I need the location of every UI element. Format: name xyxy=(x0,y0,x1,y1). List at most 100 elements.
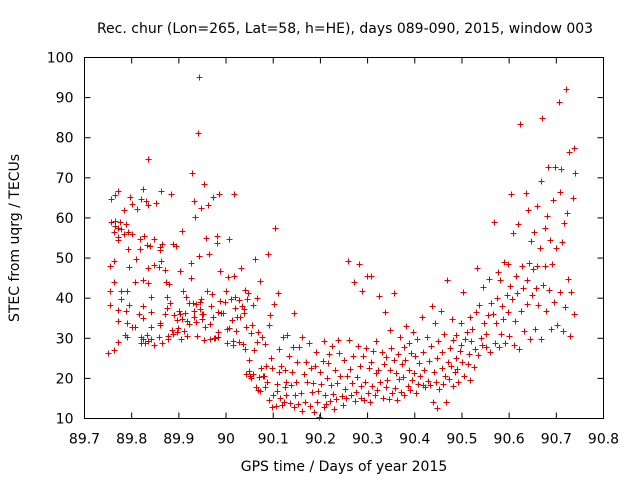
data-point xyxy=(400,374,407,381)
data-point xyxy=(158,258,165,265)
data-point xyxy=(210,194,217,201)
data-point xyxy=(169,327,176,334)
data-point xyxy=(468,338,475,345)
x-tick-label: 90.6 xyxy=(494,432,525,448)
data-point xyxy=(151,262,158,269)
data-point xyxy=(401,344,408,351)
data-point xyxy=(121,231,128,238)
data-point xyxy=(290,344,297,351)
data-point xyxy=(448,363,455,370)
data-point xyxy=(481,320,488,327)
data-point xyxy=(171,312,178,319)
data-point xyxy=(515,221,522,228)
data-point xyxy=(272,225,279,232)
data-point xyxy=(133,256,140,263)
data-point xyxy=(210,314,217,321)
data-point xyxy=(226,236,233,243)
data-point xyxy=(557,289,564,296)
data-point xyxy=(107,302,114,309)
data-point xyxy=(572,170,579,177)
data-point xyxy=(450,383,457,390)
data-point xyxy=(255,329,262,336)
data-point xyxy=(228,296,235,303)
data-point xyxy=(563,86,570,93)
data-point xyxy=(560,328,567,335)
data-point xyxy=(137,236,144,243)
data-point xyxy=(230,342,237,349)
data-point xyxy=(174,329,181,336)
x-axis: 89.7 89.8 89.9 90 90.1 90.2 90.3 90.4 90.5 90.6 90… xyxy=(69,57,619,448)
y-tick-label: 100 xyxy=(47,51,74,67)
data-point xyxy=(191,314,198,321)
data-point xyxy=(516,346,523,353)
data-point xyxy=(383,354,390,361)
data-point xyxy=(406,340,413,347)
data-point xyxy=(124,288,131,295)
data-point xyxy=(129,201,136,208)
data-point xyxy=(111,347,118,354)
data-point xyxy=(529,292,536,299)
data-point xyxy=(231,273,238,280)
data-point xyxy=(208,303,215,310)
data-point xyxy=(537,245,544,252)
data-point xyxy=(545,164,552,171)
data-point xyxy=(337,373,344,380)
data-point xyxy=(202,324,209,331)
data-point xyxy=(147,243,154,250)
y-axis: 10 20 30 40 50 60 70 80 90 100 xyxy=(47,51,604,428)
data-point xyxy=(449,316,456,323)
data-point xyxy=(553,245,560,252)
data-point xyxy=(274,381,281,388)
data-point xyxy=(446,376,453,383)
data-point xyxy=(401,392,408,399)
data-point xyxy=(111,279,118,286)
data-point xyxy=(381,361,388,368)
data-point xyxy=(466,351,473,358)
data-point xyxy=(314,399,321,406)
data-point xyxy=(527,336,534,343)
data-point xyxy=(294,359,301,366)
data-point xyxy=(540,282,547,289)
data-point xyxy=(498,331,505,338)
data-point xyxy=(105,350,112,357)
x-tick-label: 90.8 xyxy=(588,432,619,448)
data-point xyxy=(322,392,329,399)
data-point xyxy=(108,196,115,203)
data-point xyxy=(321,338,328,345)
data-point xyxy=(465,361,472,368)
data-point xyxy=(250,371,257,378)
data-point xyxy=(434,355,441,362)
data-point xyxy=(115,318,122,325)
data-point xyxy=(313,349,320,356)
data-point xyxy=(429,303,436,310)
data-point xyxy=(511,342,518,349)
y-tick-label: 90 xyxy=(56,91,74,107)
data-point xyxy=(510,230,517,237)
data-point xyxy=(191,198,198,205)
data-point xyxy=(140,303,147,310)
data-point xyxy=(280,334,287,341)
data-point xyxy=(398,389,405,396)
data-point xyxy=(434,405,441,412)
data-point xyxy=(271,301,278,308)
data-point xyxy=(370,348,377,355)
data-point xyxy=(259,334,266,341)
data-point xyxy=(249,322,256,329)
data-point xyxy=(117,219,124,226)
plot-frame xyxy=(84,57,604,419)
data-point xyxy=(478,335,485,342)
data-point xyxy=(406,367,413,374)
data-point xyxy=(309,389,316,396)
data-point xyxy=(145,265,152,272)
data-point xyxy=(405,383,412,390)
data-point xyxy=(352,398,359,405)
data-point xyxy=(382,309,389,316)
data-point xyxy=(512,318,519,325)
data-point xyxy=(464,329,471,336)
data-point xyxy=(332,367,339,374)
y-tick-label: 40 xyxy=(56,291,74,307)
data-point xyxy=(215,309,222,316)
data-point xyxy=(125,246,132,253)
data-point xyxy=(546,287,553,294)
data-point xyxy=(257,388,264,395)
